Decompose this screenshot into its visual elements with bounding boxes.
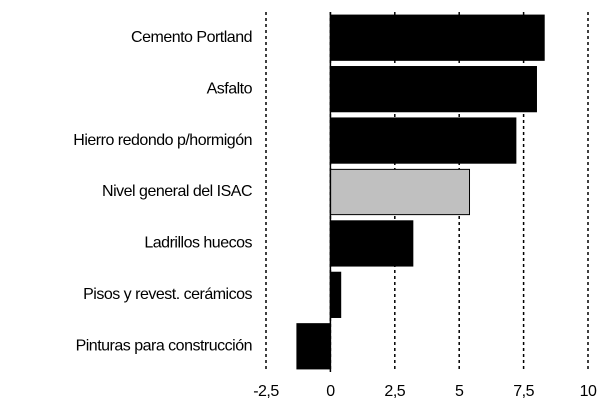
y-tick-label: Nivel general del ISAC <box>102 183 252 200</box>
y-tick-label: Pisos y revest. cerámicos <box>83 286 252 303</box>
y-tick-label: Ladrillos huecos <box>144 235 252 252</box>
x-tick-label: 2,5 <box>384 383 405 400</box>
y-tick-label: Hierro redondo p/hormigón <box>73 132 252 149</box>
x-tick-label: 7,5 <box>513 383 534 400</box>
x-tick-label: 5 <box>455 383 464 400</box>
y-tick-label: Pinturas para construcción <box>76 338 252 355</box>
bar <box>329 14 545 61</box>
x-tick-label: 0 <box>326 383 335 400</box>
y-tick-label: Asfalto <box>207 80 253 97</box>
bar <box>329 66 537 113</box>
bar <box>329 168 471 216</box>
x-tick-label: 10 <box>580 383 597 400</box>
bar <box>296 323 331 370</box>
bar <box>329 117 517 164</box>
y-tick-label: Cemento Portland <box>131 29 252 46</box>
bar <box>329 271 342 318</box>
bar <box>329 220 414 267</box>
x-tick-label: -2,5 <box>253 383 279 400</box>
